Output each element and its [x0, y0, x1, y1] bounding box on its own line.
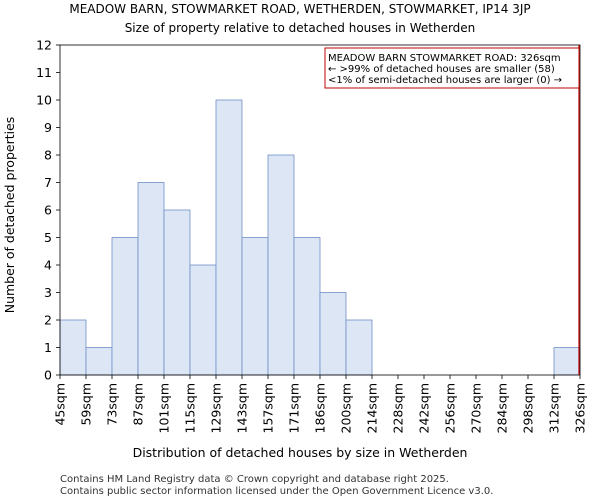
x-tick-label-298sqm: 298sqm: [521, 383, 536, 433]
x-tick-label-129sqm: 129sqm: [209, 383, 224, 433]
x-tick-label-87sqm: 87sqm: [131, 383, 146, 426]
bar-186sqm: [319, 292, 347, 376]
y-tick-label: 2: [44, 313, 52, 328]
bar-157sqm: [267, 154, 295, 376]
x-tick-label-284sqm: 284sqm: [495, 383, 510, 433]
y-tick-label: 5: [44, 230, 52, 245]
y-tick-label: 1: [44, 340, 52, 355]
x-tick-label-45sqm: 45sqm: [53, 383, 68, 426]
x-tick-label-200sqm: 200sqm: [339, 383, 354, 433]
x-tick-label-270sqm: 270sqm: [469, 383, 484, 433]
x-tick-label-59sqm: 59sqm: [79, 383, 94, 426]
y-tick-label: 7: [44, 175, 52, 190]
y-tick-label: 10: [36, 93, 52, 108]
x-tick-label-256sqm: 256sqm: [443, 383, 458, 433]
x-tick-label-115sqm: 115sqm: [183, 383, 198, 433]
x-tick-label-157sqm: 157sqm: [261, 383, 276, 433]
x-tick-label-171sqm: 171sqm: [287, 383, 302, 433]
footer-licence: Contains public sector information licen…: [60, 486, 493, 497]
bar-129sqm: [215, 99, 243, 376]
y-tick-label: 11: [36, 65, 52, 80]
chart-title: MEADOW BARN, STOWMARKET ROAD, WETHERDEN,…: [69, 2, 530, 16]
x-tick-label-312sqm: 312sqm: [547, 383, 562, 433]
bar-101sqm: [163, 209, 191, 376]
bars-group: [59, 99, 581, 376]
bar-171sqm: [293, 237, 321, 376]
x-tick-label-242sqm: 242sqm: [417, 383, 432, 433]
bar-312sqm: [553, 347, 581, 376]
chart-subtitle: Size of property relative to detached ho…: [125, 21, 476, 35]
x-tick-label-228sqm: 228sqm: [391, 383, 406, 433]
x-axis-label: Distribution of detached houses by size …: [133, 445, 468, 460]
annotation-line-3: <1% of semi-detached houses are larger (…: [328, 75, 562, 86]
y-tick-label: 12: [36, 38, 52, 53]
plot-frame: [59, 44, 581, 376]
bar-115sqm: [189, 264, 217, 376]
x-tick-label-326sqm: 326sqm: [573, 383, 588, 433]
x-tick-label-73sqm: 73sqm: [105, 383, 120, 426]
bar-45sqm: [59, 319, 87, 376]
bar-200sqm: [345, 319, 373, 376]
x-tick-label-186sqm: 186sqm: [313, 383, 328, 433]
bar-73sqm: [111, 237, 139, 376]
bar-143sqm: [241, 237, 269, 376]
annotation-box: MEADOW BARN STOWMARKET ROAD: 326sqm ← >9…: [324, 47, 580, 89]
y-axis-label: Number of detached properties: [2, 117, 17, 314]
y-tick-label: 6: [44, 203, 52, 218]
y-tick-label: 3: [44, 285, 52, 300]
annotation-line-1: MEADOW BARN STOWMARKET ROAD: 326sqm: [328, 53, 561, 64]
bar-59sqm: [85, 347, 113, 376]
y-tick-label: 9: [44, 120, 52, 135]
annotation-line-2: ← >99% of detached houses are smaller (5…: [328, 64, 555, 75]
x-tick-label-143sqm: 143sqm: [235, 383, 250, 433]
x-tick-label-214sqm: 214sqm: [365, 383, 380, 433]
y-tick-label: 0: [44, 368, 52, 383]
y-tick-label: 4: [44, 258, 52, 273]
annotation-frame: [324, 47, 580, 89]
footer-copyright: Contains HM Land Registry data © Crown c…: [60, 474, 449, 485]
y-tick-label: 8: [44, 148, 52, 163]
bar-87sqm: [137, 182, 165, 376]
x-axis-ticks: 45sqm 59sqm 73sqm 87sqm 101sqm 115sqm 129sqm 14…: [53, 375, 588, 433]
x-tick-label-101sqm: 101sqm: [157, 383, 172, 433]
